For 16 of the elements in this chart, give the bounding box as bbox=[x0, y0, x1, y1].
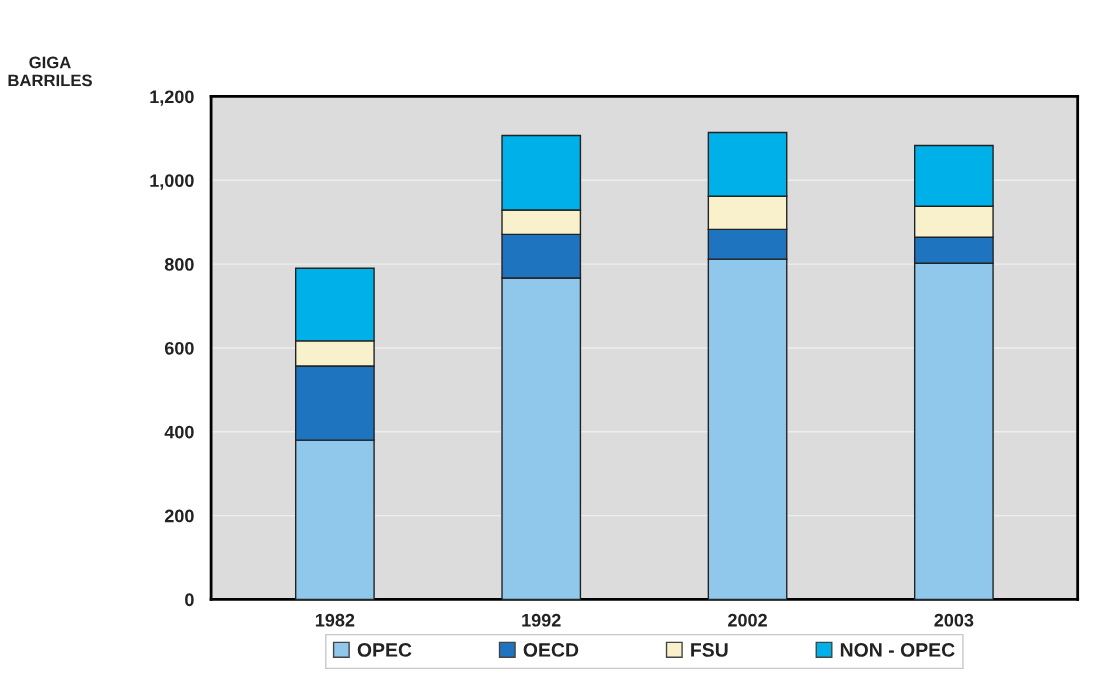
y-tick-label: 400 bbox=[164, 425, 194, 439]
x-tick-label: 1992 bbox=[522, 613, 561, 627]
y-tick-label: 0 bbox=[185, 593, 194, 607]
y-tick-label: 1,200 bbox=[150, 90, 194, 106]
legend-label: OECD bbox=[523, 643, 579, 657]
y-tick-label: 600 bbox=[164, 341, 194, 355]
legend-label: FSU bbox=[691, 643, 728, 657]
y-tick-label: 1,000 bbox=[150, 174, 194, 190]
y-axis-title: GIGA BARRILES bbox=[8, 56, 92, 87]
legend-label: OPEC bbox=[357, 643, 412, 657]
x-tick-label: 1982 bbox=[315, 613, 355, 627]
y-tick-label: 800 bbox=[164, 258, 194, 271]
x-tick-label: 2003 bbox=[934, 613, 974, 627]
y-tick-label: 200 bbox=[164, 509, 194, 523]
x-tick-label: 2002 bbox=[728, 613, 767, 627]
legend-label: NON - OPEC bbox=[840, 643, 955, 657]
